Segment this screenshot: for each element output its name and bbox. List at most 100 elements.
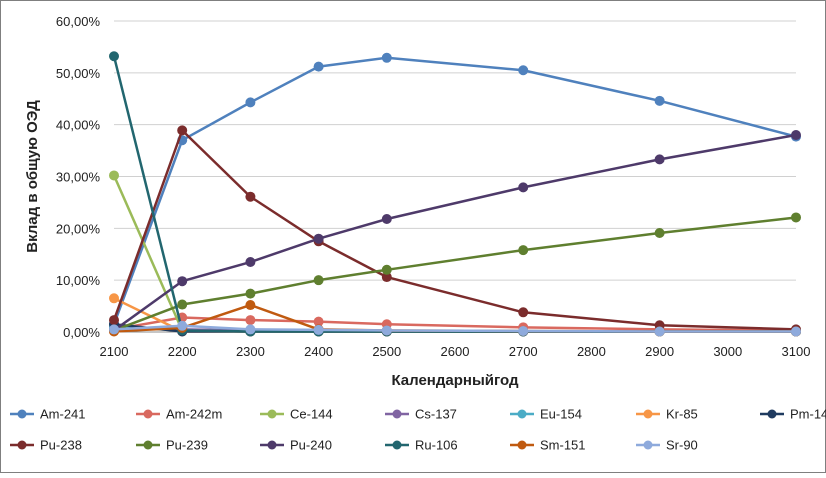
data-point bbox=[313, 233, 324, 244]
data-point bbox=[381, 214, 392, 225]
legend: Am-241 Am-242m Ce-144 Cs-137 Eu-154 Kr-85 Pm-1… bbox=[10, 407, 826, 453]
y-tick-label: 20,00% bbox=[56, 221, 101, 236]
data-point bbox=[177, 276, 188, 287]
data-point bbox=[654, 95, 665, 106]
legend-swatch-marker bbox=[643, 440, 653, 450]
legend-item: Am-241 bbox=[10, 407, 86, 422]
data-point bbox=[518, 307, 529, 318]
data-point bbox=[245, 97, 256, 108]
legend-swatch-marker bbox=[643, 409, 653, 419]
data-point bbox=[109, 293, 119, 304]
legend-swatch-marker bbox=[517, 440, 527, 450]
y-axis-title: Вклад в общую ОЭД bbox=[24, 100, 41, 253]
data-point bbox=[518, 325, 529, 336]
legend-label: Am-242m bbox=[166, 407, 222, 422]
x-tick-label: 2800 bbox=[577, 344, 606, 359]
legend-label: Ru-106 bbox=[415, 438, 458, 453]
legend-label: Cs-137 bbox=[415, 407, 457, 422]
legend-swatch-marker bbox=[143, 440, 153, 450]
legend-swatch-marker bbox=[17, 409, 27, 419]
x-tick-label: 2300 bbox=[236, 344, 265, 359]
gridlines bbox=[114, 20, 796, 333]
series-line bbox=[112, 129, 797, 331]
data-point bbox=[518, 245, 529, 256]
series-line bbox=[112, 56, 797, 325]
data-point bbox=[109, 51, 119, 62]
y-tick-label: 30,00% bbox=[56, 170, 101, 185]
series-line bbox=[113, 316, 797, 332]
data-point bbox=[245, 300, 256, 311]
y-tick-label: 10,00% bbox=[56, 273, 101, 288]
legend-swatch-marker bbox=[767, 409, 777, 419]
legend-label: Eu-154 bbox=[540, 407, 582, 422]
data-point bbox=[177, 125, 188, 136]
x-tick-label: 3000 bbox=[713, 344, 742, 359]
data-point bbox=[791, 130, 801, 141]
data-point bbox=[654, 227, 665, 238]
legend-swatch-marker bbox=[267, 409, 277, 419]
y-tick-label: 50,00% bbox=[56, 66, 101, 81]
y-axis-ticks: 0,00% 10,00% 20,00% 30,00% 40,00% 50,00% 60,00… bbox=[56, 14, 101, 340]
legend-label: Sr-90 bbox=[666, 438, 698, 453]
legend-swatch-marker bbox=[392, 440, 402, 450]
data-point bbox=[518, 65, 529, 76]
series-line bbox=[113, 133, 797, 332]
data-point bbox=[381, 272, 392, 283]
legend-label: Ce-144 bbox=[290, 407, 333, 422]
x-tick-label: 2100 bbox=[100, 344, 129, 359]
legend-item: Cs-137 bbox=[385, 407, 457, 422]
data-point bbox=[109, 170, 119, 181]
data-point bbox=[791, 212, 801, 223]
legend-item: Ce-144 bbox=[260, 407, 333, 422]
legend-label: Sm-151 bbox=[540, 438, 586, 453]
data-point bbox=[177, 299, 188, 310]
x-tick-label: 2900 bbox=[645, 344, 674, 359]
x-tick-label: 2700 bbox=[509, 344, 538, 359]
x-axis-ticks: 2100 2200 2300 2400 2500 2600 2700 2800 2900 3000… bbox=[100, 344, 811, 359]
data-point bbox=[518, 182, 529, 193]
legend-label: Pu-240 bbox=[290, 438, 332, 453]
legend-label: Pu-239 bbox=[166, 438, 208, 453]
legend-swatch-marker bbox=[17, 440, 27, 450]
legend-swatch-marker bbox=[267, 440, 277, 450]
x-tick-label: 3100 bbox=[782, 344, 811, 359]
data-point bbox=[245, 324, 256, 335]
legend-label: Pu-238 bbox=[40, 438, 82, 453]
data-point bbox=[381, 325, 392, 336]
series-line bbox=[113, 216, 797, 332]
x-tick-label: 2500 bbox=[372, 344, 401, 359]
data-point bbox=[245, 315, 256, 326]
series-line bbox=[113, 324, 796, 333]
legend-item: Pu-240 bbox=[260, 438, 332, 453]
x-axis-title: Календарныйгод bbox=[391, 372, 519, 389]
data-point bbox=[381, 52, 392, 63]
data-point bbox=[245, 191, 256, 202]
x-tick-label: 2600 bbox=[441, 344, 470, 359]
data-point bbox=[109, 324, 119, 335]
legend-item: Sr-90 bbox=[636, 438, 698, 453]
legend-item: Kr-85 bbox=[636, 407, 698, 422]
legend-label: Kr-85 bbox=[666, 407, 698, 422]
data-point bbox=[313, 61, 324, 72]
series-sr-90 bbox=[109, 320, 801, 337]
data-point bbox=[381, 264, 392, 275]
legend-label: Am-241 bbox=[40, 407, 86, 422]
data-point bbox=[245, 288, 256, 299]
legend-item: Pu-238 bbox=[10, 438, 82, 453]
series-lines bbox=[109, 51, 801, 337]
data-point bbox=[791, 326, 801, 337]
legend-item: Eu-154 bbox=[510, 407, 582, 422]
x-tick-label: 2200 bbox=[168, 344, 197, 359]
y-tick-label: 40,00% bbox=[56, 118, 101, 133]
legend-item: Pm-147 bbox=[760, 407, 826, 422]
series-pu-238 bbox=[109, 125, 801, 335]
data-point bbox=[313, 324, 324, 335]
legend-swatch-marker bbox=[517, 409, 527, 419]
data-point bbox=[109, 315, 119, 326]
legend-swatch-marker bbox=[392, 409, 402, 419]
y-tick-label: 60,00% bbox=[56, 14, 101, 29]
legend-label: Pm-147 bbox=[790, 407, 826, 422]
